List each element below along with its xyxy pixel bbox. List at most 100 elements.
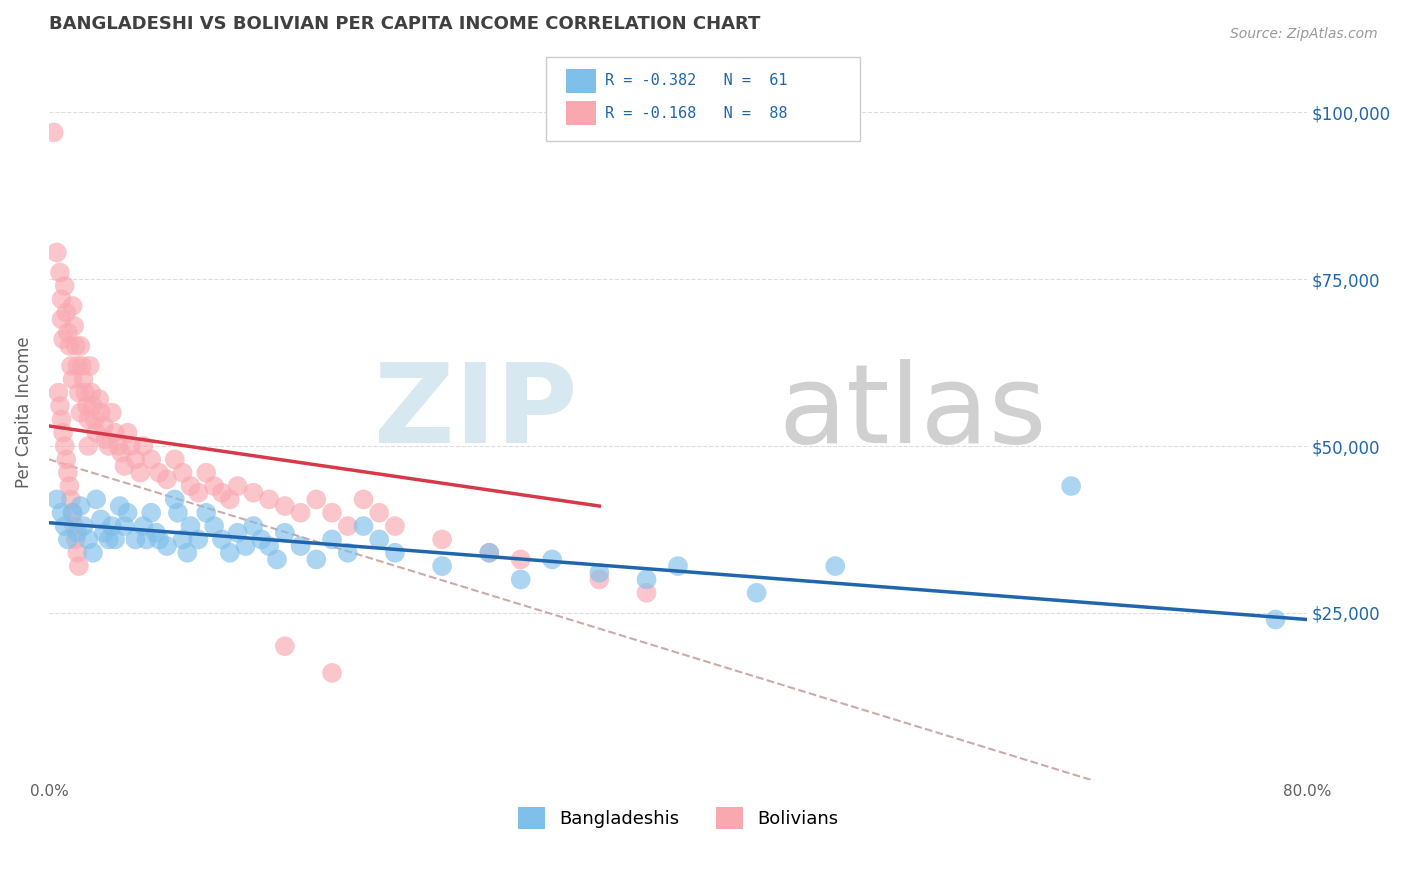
Bangladeshis xyxy=(141,506,163,520)
Bangladeshis xyxy=(745,586,768,600)
Bangladeshis xyxy=(218,546,240,560)
Bolivians xyxy=(55,305,77,319)
Bangladeshis xyxy=(117,506,139,520)
Bolivians xyxy=(368,506,391,520)
Bolivians xyxy=(49,399,72,413)
Bangladeshis xyxy=(478,546,501,560)
Text: R = -0.168   N =  88: R = -0.168 N = 88 xyxy=(605,105,787,120)
Bangladeshis xyxy=(321,533,343,547)
Bangladeshis xyxy=(235,539,257,553)
Bangladeshis xyxy=(51,506,73,520)
Bangladeshis xyxy=(430,559,453,574)
Bolivians xyxy=(509,552,531,566)
Bangladeshis xyxy=(114,519,136,533)
Bangladeshis xyxy=(368,533,391,547)
Bangladeshis xyxy=(77,533,100,547)
Text: atlas: atlas xyxy=(779,359,1047,467)
Bolivians xyxy=(321,665,343,680)
Bolivians xyxy=(321,506,343,520)
Bangladeshis xyxy=(45,492,67,507)
Bangladeshis xyxy=(104,533,127,547)
Bolivians xyxy=(172,466,194,480)
FancyBboxPatch shape xyxy=(567,102,596,125)
Bolivians xyxy=(114,458,136,473)
Bolivians xyxy=(65,533,87,547)
Bolivians xyxy=(59,492,82,507)
Bangladeshis xyxy=(148,533,170,547)
Bolivians xyxy=(77,412,100,426)
Bolivians xyxy=(52,332,75,346)
Bangladeshis xyxy=(384,546,406,560)
Bolivians xyxy=(478,546,501,560)
Bolivians xyxy=(141,452,163,467)
Bangladeshis xyxy=(202,519,225,533)
Bangladeshis xyxy=(266,552,288,566)
Bangladeshis xyxy=(108,499,131,513)
Bangladeshis xyxy=(163,492,186,507)
Bolivians xyxy=(66,359,89,373)
Bolivians xyxy=(274,639,297,653)
FancyBboxPatch shape xyxy=(546,57,860,141)
Bangladeshis xyxy=(132,519,155,533)
Bangladeshis xyxy=(172,533,194,547)
Bolivians xyxy=(72,372,94,386)
Bangladeshis xyxy=(305,552,328,566)
Bolivians xyxy=(53,278,76,293)
FancyBboxPatch shape xyxy=(567,70,596,93)
Text: ZIP: ZIP xyxy=(374,359,578,467)
Bolivians xyxy=(84,425,107,440)
Bolivians xyxy=(120,439,142,453)
Bangladeshis xyxy=(541,552,564,566)
Bolivians xyxy=(49,266,72,280)
Bolivians xyxy=(52,425,75,440)
Bolivians xyxy=(69,339,91,353)
Bangladeshis xyxy=(250,533,273,547)
Bolivians xyxy=(274,499,297,513)
Bolivians xyxy=(67,385,90,400)
Bangladeshis xyxy=(124,533,146,547)
Bolivians xyxy=(55,452,77,467)
Bangladeshis xyxy=(97,533,120,547)
Bangladeshis xyxy=(636,573,658,587)
Bangladeshis xyxy=(179,519,201,533)
Bolivians xyxy=(353,492,375,507)
Bangladeshis xyxy=(135,533,157,547)
Bangladeshis xyxy=(509,573,531,587)
Bangladeshis xyxy=(93,525,115,540)
Bolivians xyxy=(110,445,132,459)
Bangladeshis xyxy=(242,519,264,533)
Bolivians xyxy=(257,492,280,507)
Bolivians xyxy=(132,439,155,453)
Bolivians xyxy=(336,519,359,533)
Bolivians xyxy=(636,586,658,600)
Bolivians xyxy=(51,292,73,306)
Bolivians xyxy=(195,466,218,480)
Bangladeshis xyxy=(167,506,190,520)
Bolivians xyxy=(156,472,179,486)
Bolivians xyxy=(211,485,233,500)
Bolivians xyxy=(56,326,79,340)
Bangladeshis xyxy=(257,539,280,553)
Legend: Bangladeshis, Bolivians: Bangladeshis, Bolivians xyxy=(510,800,845,837)
Bolivians xyxy=(148,466,170,480)
Bolivians xyxy=(45,245,67,260)
Bolivians xyxy=(83,412,105,426)
Bangladeshis xyxy=(82,546,104,560)
Bolivians xyxy=(187,485,209,500)
Bangladeshis xyxy=(56,533,79,547)
Bolivians xyxy=(59,359,82,373)
Bolivians xyxy=(77,439,100,453)
Bolivians xyxy=(163,452,186,467)
Bolivians xyxy=(226,479,249,493)
Bolivians xyxy=(242,485,264,500)
Bangladeshis xyxy=(824,559,846,574)
Bangladeshis xyxy=(274,525,297,540)
Bangladeshis xyxy=(666,559,689,574)
Bangladeshis xyxy=(195,506,218,520)
Bolivians xyxy=(117,425,139,440)
Bolivians xyxy=(67,559,90,574)
Bolivians xyxy=(62,372,84,386)
Bolivians xyxy=(80,385,103,400)
Bangladeshis xyxy=(90,512,112,526)
Bolivians xyxy=(124,452,146,467)
